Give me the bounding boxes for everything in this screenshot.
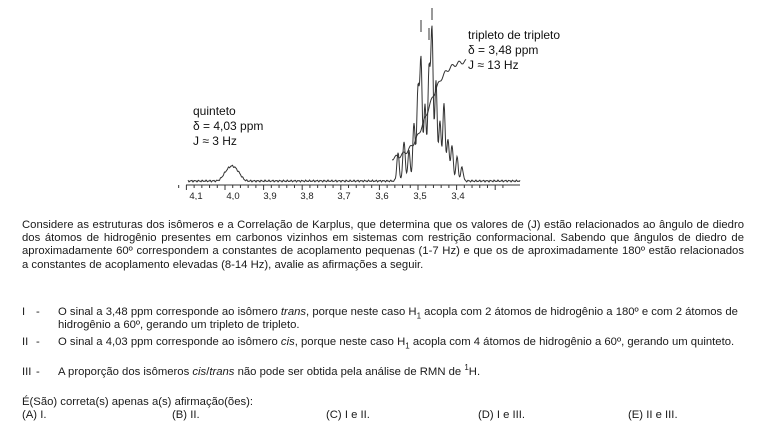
- spectrum-trace: [187, 25, 521, 183]
- axis-tick-label: 4,0: [226, 191, 239, 200]
- axis-tick-label: 4,1: [189, 191, 202, 200]
- axis-tick-label: 3,4: [451, 191, 464, 200]
- axis-tick-label: 3,6: [375, 191, 388, 200]
- statement-text: A proporção dos isômeros cis/trans não p…: [58, 363, 481, 378]
- statement-dash: -: [36, 366, 40, 378]
- statement-text: O sinal a 3,48 ppm corresponde ao isômer…: [58, 306, 738, 332]
- nmr-spectrum: 4,1 4,0 3,9 3,8 3,7 3,6 3,5 3,4: [178, 8, 521, 200]
- axis-tick-label: 3,9: [263, 191, 276, 200]
- option-b[interactable]: (B) II.: [172, 409, 200, 421]
- statement-dash: -: [36, 306, 40, 318]
- quintet-coupling: J ≈ 3 Hz: [193, 134, 237, 148]
- triplet-label: tripleto de tripleto: [468, 28, 561, 42]
- question-prompt: É(São) correta(s) apenas a(s) afirmação(…: [22, 396, 254, 408]
- axis-tick-label: 3,8: [300, 191, 313, 200]
- integration-curve: [391, 59, 467, 161]
- statement-number: I: [22, 306, 26, 318]
- quintet-shift: δ = 4,03 ppm: [193, 119, 264, 133]
- axis-tick-label: 3,5: [413, 191, 426, 200]
- statement-number: III: [22, 366, 32, 378]
- option-a[interactable]: (A) I.: [22, 409, 47, 421]
- triplet-annotation: tripleto de tripleto δ = 3,48 ppm J ≈ 13…: [468, 28, 560, 73]
- question-intro-paragraph: Considere as estruturas dos isômeros e a…: [22, 219, 744, 271]
- option-d[interactable]: (D) I e III.: [478, 409, 526, 421]
- statement-text: O sinal a 4,03 ppm corresponde ao isômer…: [58, 336, 735, 351]
- quintet-label: quinteto: [193, 104, 236, 118]
- triplet-shift: δ = 3,48 ppm: [468, 43, 539, 57]
- statement-number: II: [22, 336, 29, 348]
- axis-tick-label: 3,7: [337, 191, 350, 200]
- statement-dash: -: [36, 336, 40, 348]
- triplet-coupling: J ≈ 13 Hz: [468, 58, 519, 72]
- quintet-annotation: quinteto δ = 4,03 ppm J ≈ 3 Hz: [193, 104, 263, 149]
- option-e[interactable]: (E) II e III.: [628, 409, 678, 421]
- option-c[interactable]: (C) I e II.: [326, 409, 370, 421]
